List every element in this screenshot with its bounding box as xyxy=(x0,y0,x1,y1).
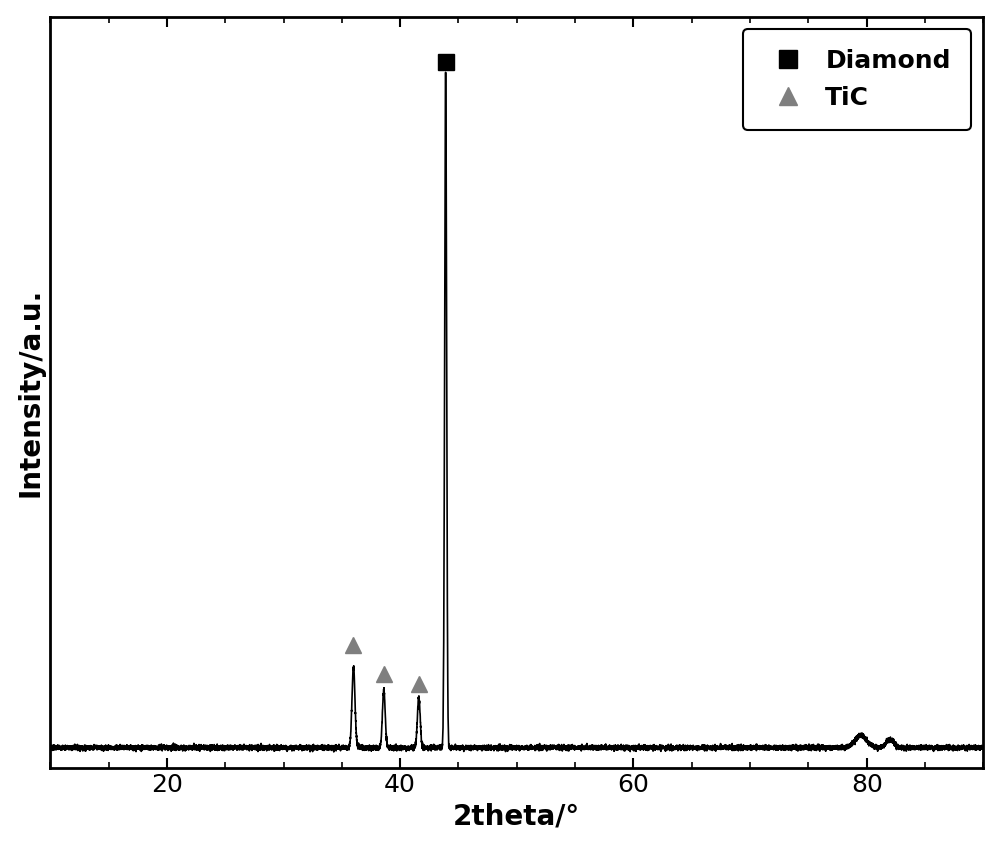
Legend: Diamond, TiC: Diamond, TiC xyxy=(743,29,971,130)
X-axis label: 2theta/°: 2theta/° xyxy=(453,802,580,830)
Y-axis label: Intensity/a.u.: Intensity/a.u. xyxy=(17,288,45,497)
